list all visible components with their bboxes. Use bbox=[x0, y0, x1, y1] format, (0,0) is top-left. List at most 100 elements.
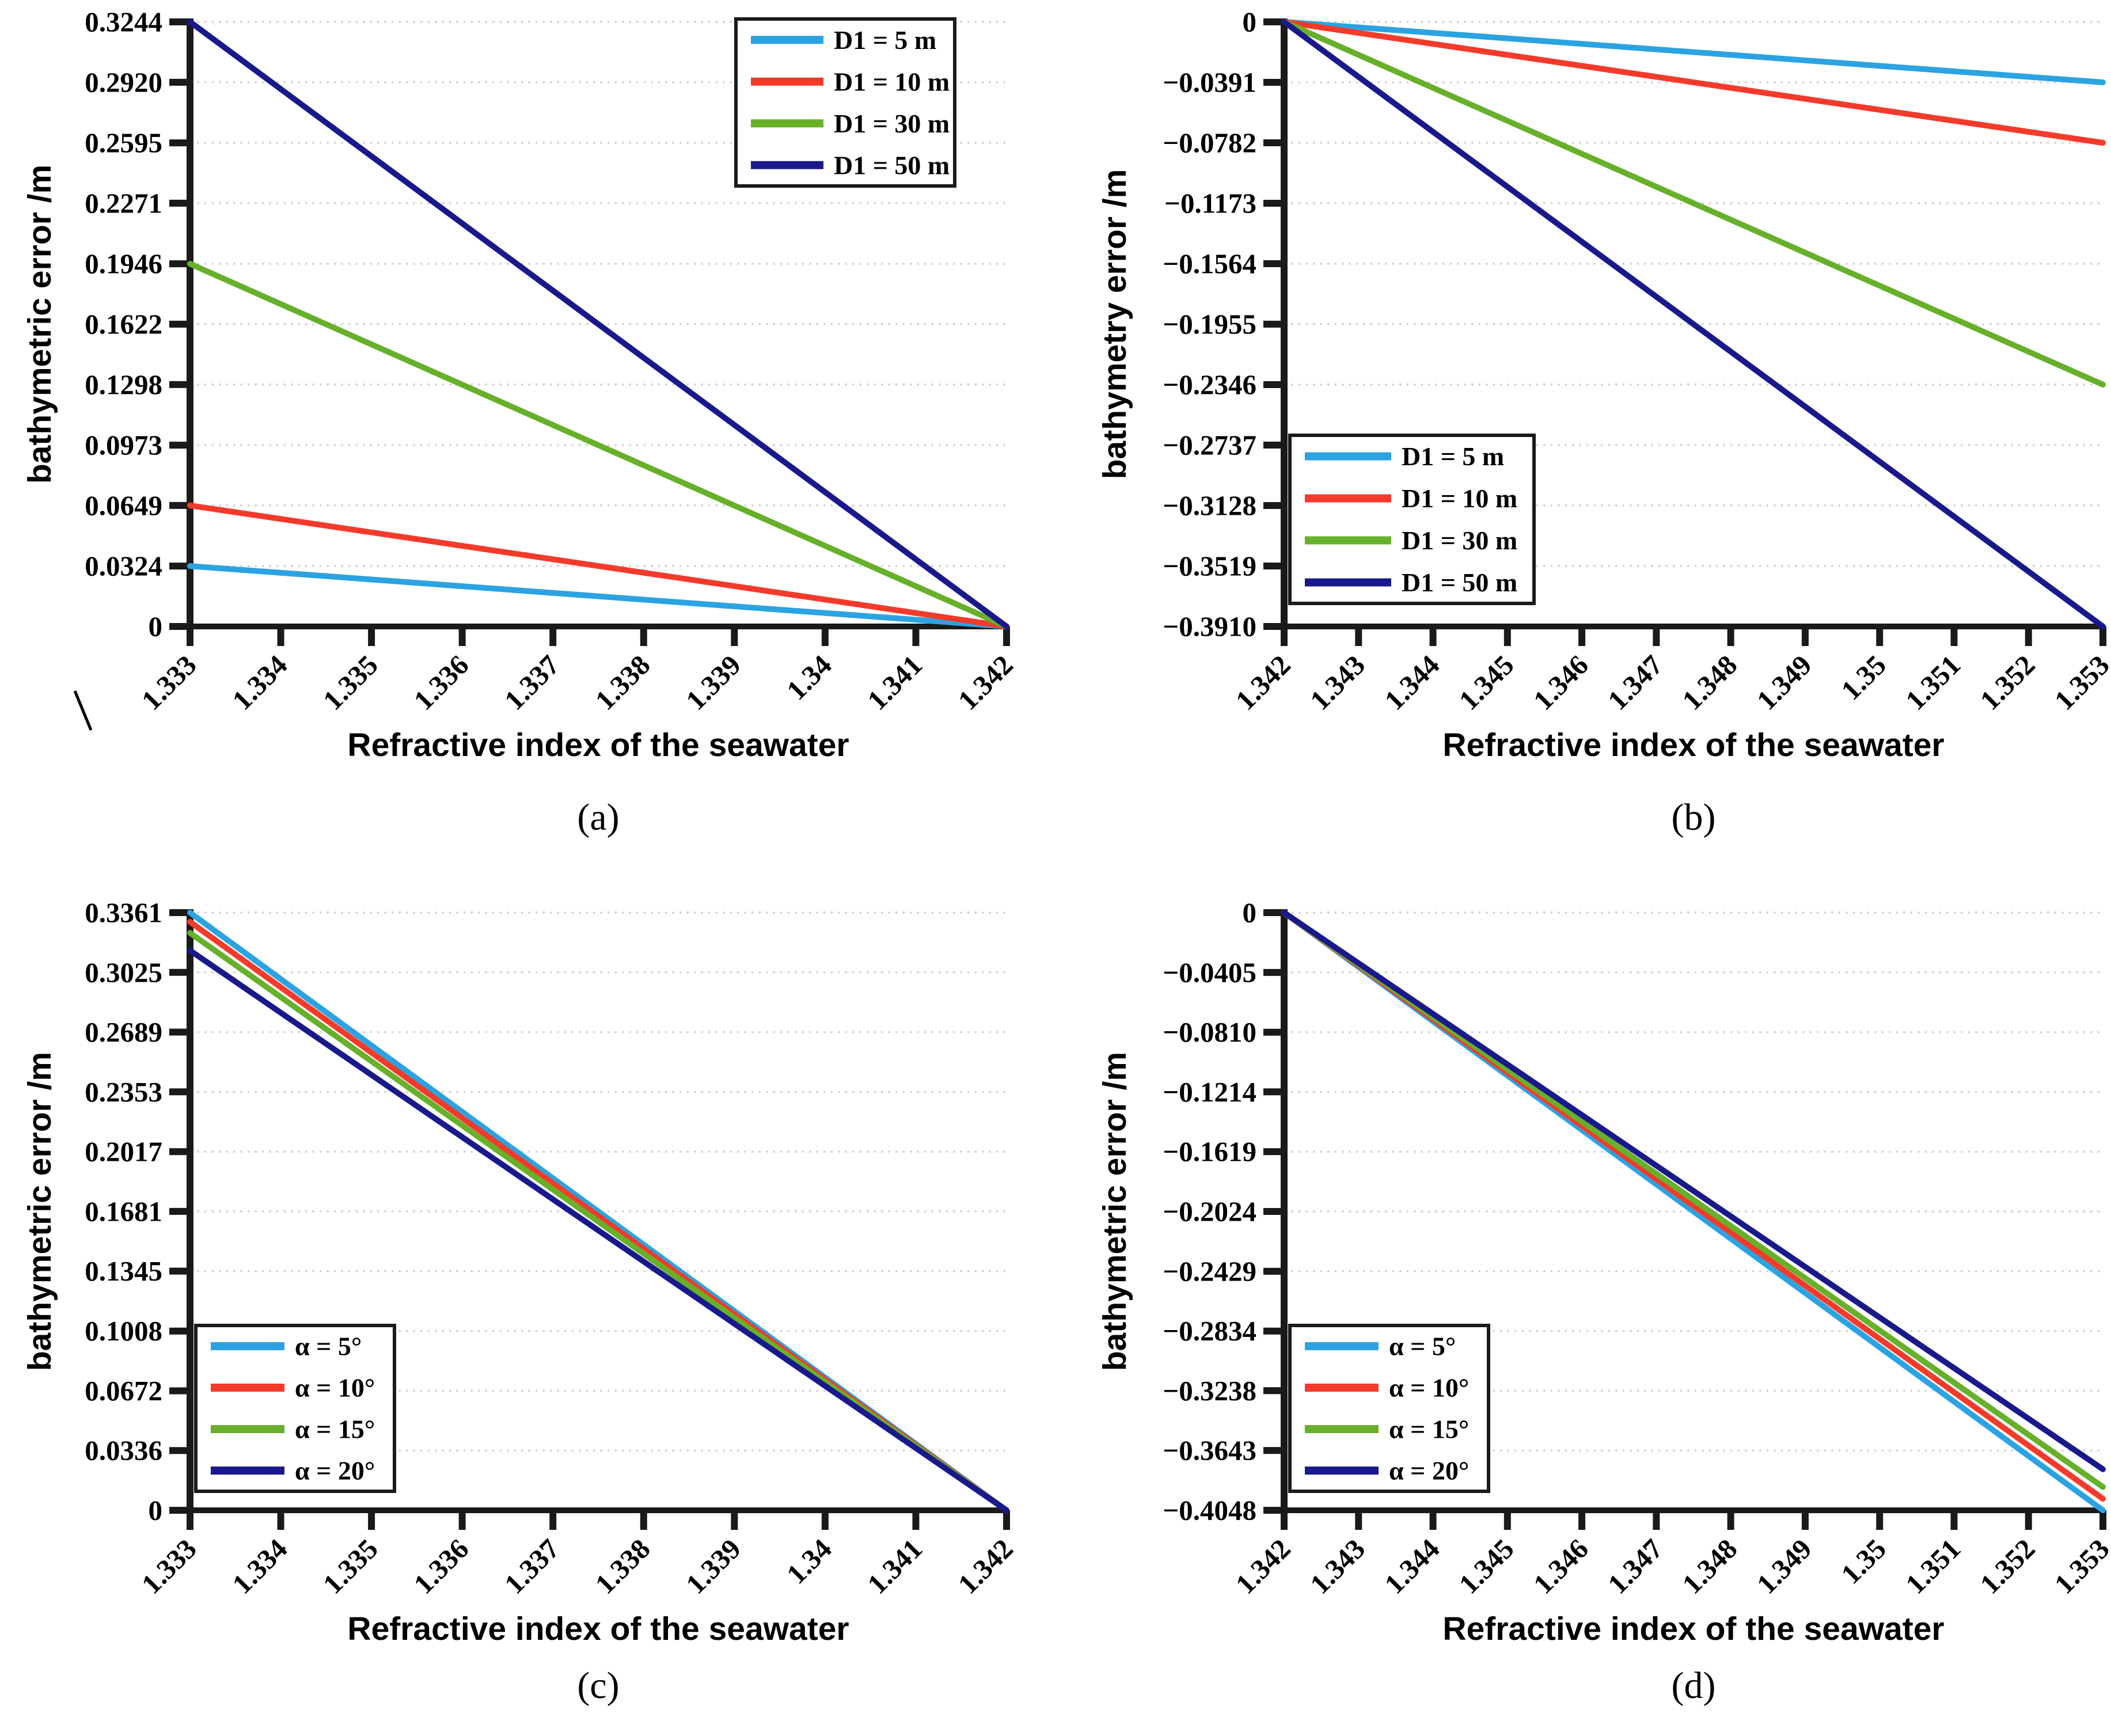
x-tick-label: 1.343 bbox=[1304, 649, 1371, 716]
x-tick-label: 1.335 bbox=[317, 649, 384, 716]
y-axis-title: bathymetric error /m bbox=[21, 1052, 58, 1371]
x-tick-label: 1.345 bbox=[1453, 1533, 1520, 1600]
legend-item-label: D1 = 5 m bbox=[1402, 442, 1504, 471]
y-tick-label: 0.0336 bbox=[85, 1435, 162, 1467]
y-tick-label: 0 bbox=[1243, 6, 1257, 38]
x-tick-label: 1.335 bbox=[317, 1533, 384, 1600]
x-tick-label: 1.348 bbox=[1676, 1533, 1744, 1600]
y-tick-label: −0.0391 bbox=[1163, 67, 1256, 98]
axis-break-mark bbox=[73, 690, 93, 731]
y-tick-label: 0.2017 bbox=[85, 1136, 162, 1168]
x-tick-label: 1.345 bbox=[1453, 649, 1520, 716]
y-tick-label: 0.1622 bbox=[85, 309, 162, 340]
x-tick-label: 1.35 bbox=[1835, 1533, 1892, 1590]
x-tick-label: 1.341 bbox=[861, 1533, 928, 1600]
series-line bbox=[187, 19, 1009, 629]
x-tick-label: 1.34 bbox=[780, 1533, 838, 1590]
x-tick-label: 1.348 bbox=[1676, 649, 1744, 716]
x-tick-label: 1.344 bbox=[1378, 649, 1445, 716]
x-tick-label: 1.351 bbox=[1899, 1533, 1966, 1600]
x-tick-label: 1.35 bbox=[1835, 649, 1892, 706]
x-axis-title: Refractive index of the seawater bbox=[347, 727, 849, 763]
x-axis-title: Refractive index of the seawater bbox=[1442, 727, 1944, 763]
x-tick-label: 1.342 bbox=[952, 649, 1019, 716]
legend-box bbox=[1288, 1324, 1490, 1493]
series-line bbox=[1281, 19, 2106, 388]
y-tick-label: −0.2024 bbox=[1163, 1196, 1256, 1228]
x-tick-label: 1.338 bbox=[589, 1533, 656, 1600]
legend-box bbox=[194, 1324, 396, 1493]
y-tick-label: 0.2920 bbox=[85, 66, 162, 98]
y-tick-label: 0.0649 bbox=[85, 489, 162, 521]
series-line bbox=[187, 947, 1009, 1513]
x-tick-label: 1.337 bbox=[498, 649, 565, 716]
y-tick-label: −0.4048 bbox=[1163, 1495, 1256, 1526]
x-tick-label: 1.338 bbox=[589, 649, 656, 716]
x-tick-label: 1.347 bbox=[1601, 1533, 1669, 1600]
y-axis-title: bathymetric error /m bbox=[21, 165, 58, 484]
x-axis-title: Refractive index of the seawater bbox=[1442, 1610, 1944, 1647]
y-tick-label: 0.1681 bbox=[85, 1195, 162, 1227]
x-tick-label: 1.337 bbox=[498, 1533, 565, 1600]
y-tick-label: 0.0973 bbox=[85, 430, 162, 461]
y-tick-label: 0.3025 bbox=[85, 956, 162, 988]
x-tick-label: 1.342 bbox=[1229, 649, 1297, 716]
legend-item-label: D1 = 50 m bbox=[1402, 568, 1517, 597]
y-tick-label: 0.2689 bbox=[85, 1016, 162, 1048]
series-line bbox=[1281, 19, 2106, 85]
x-tick-label: 1.333 bbox=[135, 1533, 203, 1600]
legend-item-label: α = 5° bbox=[1389, 1332, 1456, 1361]
legend-item-label: D1 = 30 m bbox=[834, 109, 950, 138]
x-tick-label: 1.336 bbox=[408, 1533, 475, 1600]
y-tick-label: 0 bbox=[149, 1495, 163, 1526]
legend-box bbox=[734, 17, 956, 188]
x-tick-label: 1.341 bbox=[861, 649, 928, 716]
caption-a: (a) bbox=[577, 796, 620, 838]
y-tick-label: −0.1619 bbox=[1163, 1136, 1256, 1168]
y-tick-label: −0.3238 bbox=[1163, 1375, 1256, 1407]
y-tick-label: −0.2346 bbox=[1163, 369, 1256, 401]
series-line bbox=[1281, 19, 2106, 629]
legend-box bbox=[1288, 434, 1536, 605]
chart-panel-c: 0.3361 0.3025 0.2689 0.2353 0.2017 0.1681 0.13… bbox=[21, 897, 1019, 1648]
y-tick-label: −0.3519 bbox=[1163, 550, 1256, 582]
series-line bbox=[187, 563, 1009, 629]
legend-item-label: α = 10° bbox=[1389, 1373, 1469, 1403]
x-tick-label: 1.351 bbox=[1899, 649, 1966, 716]
chart-panel-d: 0 −0.0405 −0.0810 −0.1214 −0.1619 −0.2024 −0.2… bbox=[1096, 897, 2111, 1648]
y-tick-label: −0.1214 bbox=[1163, 1076, 1256, 1108]
x-tick-label: 1.346 bbox=[1527, 1533, 1594, 1600]
x-tick-label: 1.336 bbox=[408, 649, 475, 716]
y-tick-label: 0 bbox=[1243, 897, 1257, 929]
x-axis-title: Refractive index of the seawater bbox=[347, 1610, 849, 1647]
y-tick-label: 0.3361 bbox=[85, 897, 162, 929]
y-tick-label: −0.0405 bbox=[1163, 956, 1256, 988]
y-tick-label: 0.1345 bbox=[85, 1255, 162, 1287]
legend-item-label: α = 20° bbox=[1389, 1456, 1469, 1486]
x-tick-label: 1.349 bbox=[1751, 1533, 1818, 1600]
series-line bbox=[1281, 910, 2106, 1472]
x-tick-label: 1.347 bbox=[1601, 649, 1669, 716]
y-tick-label: 0.1298 bbox=[85, 369, 162, 400]
y-tick-label: 0.2353 bbox=[85, 1076, 162, 1108]
x-tick-label: 1.342 bbox=[952, 1533, 1019, 1600]
caption-b: (b) bbox=[1671, 796, 1716, 838]
series-line bbox=[1281, 19, 2106, 146]
legend-item-label: α = 15° bbox=[295, 1415, 375, 1444]
legend-item-label: D1 = 5 m bbox=[834, 25, 936, 55]
y-tick-label: 0.2595 bbox=[85, 127, 162, 159]
x-tick-label: 1.344 bbox=[1378, 1533, 1445, 1600]
x-tick-label: 1.352 bbox=[1974, 1533, 2041, 1600]
caption-d: (d) bbox=[1671, 1665, 1716, 1707]
y-tick-label: −0.2737 bbox=[1163, 430, 1256, 461]
y-tick-label: −0.3643 bbox=[1163, 1435, 1256, 1467]
y-tick-label: 0.1946 bbox=[85, 248, 162, 280]
series-line bbox=[187, 502, 1009, 629]
y-tick-label: −0.2834 bbox=[1163, 1315, 1256, 1347]
y-tick-label: 0 bbox=[149, 611, 163, 643]
y-tick-label: −0.3128 bbox=[1163, 490, 1256, 522]
x-tick-label: 1.342 bbox=[1229, 1533, 1297, 1600]
y-tick-label: −0.0810 bbox=[1163, 1016, 1256, 1048]
legend-item-label: α = 15° bbox=[1389, 1415, 1469, 1444]
